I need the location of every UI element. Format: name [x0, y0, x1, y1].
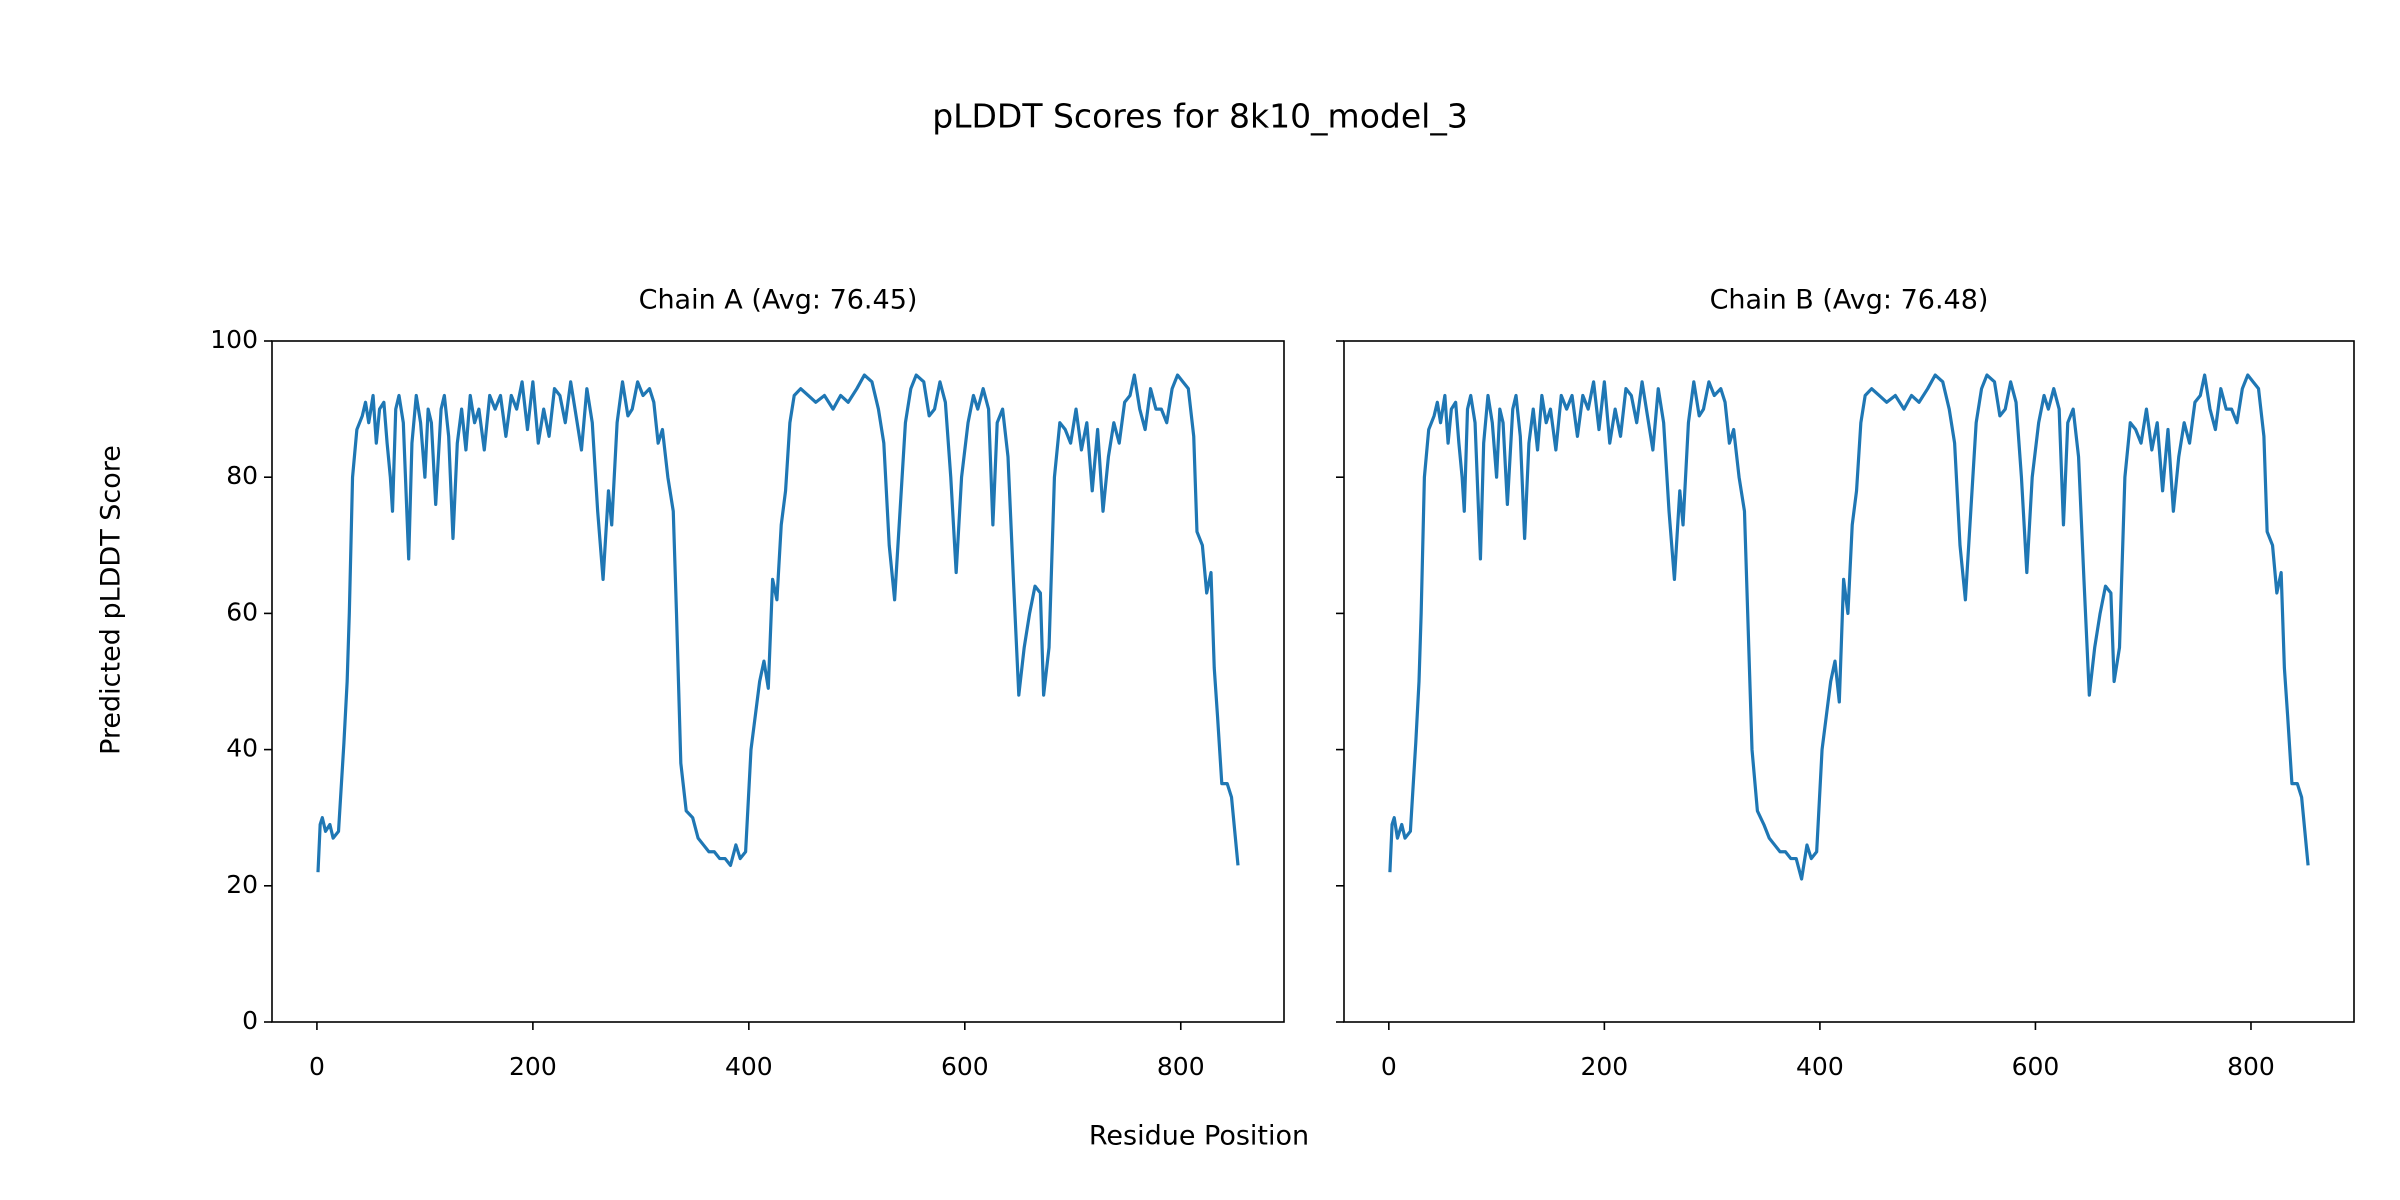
x-tick-label: 400: [725, 1052, 773, 1081]
y-tick-label: 100: [210, 325, 258, 354]
axes-frame: [271, 340, 1285, 1023]
x-tick-label: 0: [1381, 1052, 1397, 1081]
y-tick-label: 40: [226, 734, 258, 763]
figure-title: pLDDT Scores for 8k10_model_3: [932, 97, 1468, 136]
data-line: [1388, 373, 2310, 881]
x-tick-label: 200: [509, 1052, 557, 1081]
x-tick-label: 0: [309, 1052, 325, 1081]
x-axis-label: Residue Position: [1089, 1121, 1309, 1152]
subplot-title: Chain B (Avg: 76.48): [1710, 285, 1989, 316]
y-tick-label: 60: [226, 597, 258, 626]
x-tick-label: 600: [941, 1052, 989, 1081]
x-tick-label: 800: [1157, 1052, 1205, 1081]
x-tick-label: 600: [2012, 1052, 2060, 1081]
y-tick-label: 80: [226, 461, 258, 490]
y-tick-label: 20: [226, 870, 258, 899]
data-line: [316, 373, 1240, 873]
x-tick-label: 800: [2227, 1052, 2275, 1081]
y-tick-label: 0: [242, 1006, 258, 1035]
y-axis-label: Predicted pLDDT Score: [96, 445, 127, 755]
subplot-title: Chain A (Avg: 76.45): [639, 285, 918, 316]
x-tick-label: 400: [1796, 1052, 1844, 1081]
axes-frame: [1343, 340, 2355, 1023]
x-tick-label: 200: [1581, 1052, 1629, 1081]
